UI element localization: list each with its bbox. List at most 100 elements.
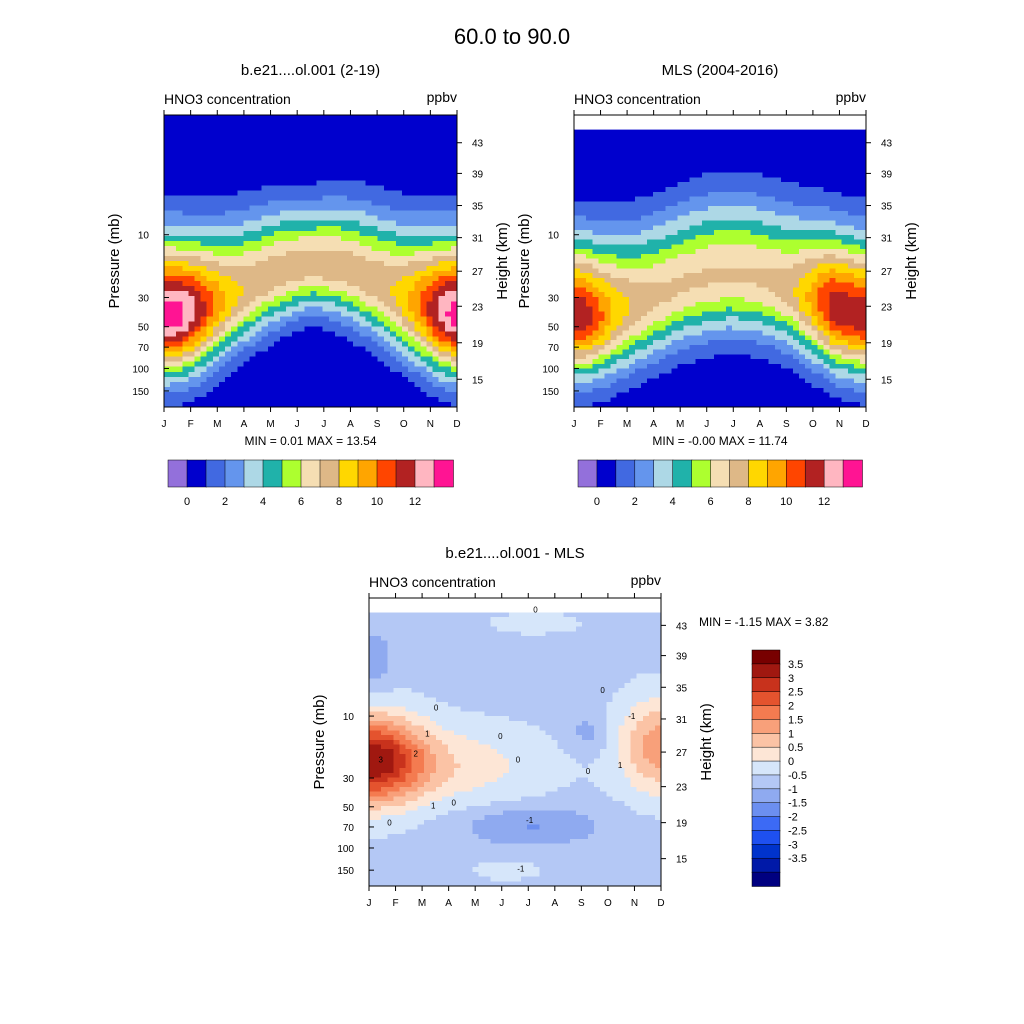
contour-cell [647,225,654,231]
contour-cell [713,239,721,245]
contour-cell [726,268,733,274]
contour-cell [426,401,434,408]
contour-cell [701,201,709,207]
contour-cell [279,125,287,131]
contour-cell [628,316,636,322]
contour-cell [243,185,251,192]
contour-cell [713,153,721,159]
contour-cell [231,311,238,317]
contour-cell [194,180,202,187]
height-tick-label: 19 [472,339,484,350]
contour-cell [610,139,618,145]
contour-cell [853,297,861,303]
contour-cell [835,134,843,140]
contour-cell [713,182,721,188]
contour-cell [574,182,581,188]
contour-cell [450,145,458,151]
contour-cell [829,253,837,260]
contour-cell [273,311,281,317]
contour-cell [328,190,336,197]
contour-cell [598,167,606,174]
contour-cell [774,234,782,241]
contour-cell [182,170,190,177]
contour-cell [310,220,318,227]
contour-cell [592,292,599,298]
contour-cell [231,210,238,217]
contour-cell [389,180,397,187]
contour-cell [212,210,220,217]
contour-cell [212,366,220,373]
contour-cell [402,230,409,237]
contour-cell [261,391,269,398]
variable-label: HNO3 concentration [164,91,291,107]
contour-cell [249,215,257,222]
contour-cell [292,281,299,287]
contour-cell [774,320,782,327]
contour-cell [298,376,305,383]
contour-cell [176,175,183,182]
contour-cell [402,316,409,323]
contour-cell [188,205,196,212]
contour-cell [420,326,428,333]
contour-cell [200,250,208,257]
height-tick-label: 35 [472,202,484,213]
contour-cell [267,266,275,272]
contour-cell [677,244,685,250]
contour-cell [188,115,196,121]
contour-cell [365,230,373,237]
contour-cell [218,266,226,272]
contour-cell [292,301,299,307]
contour-cell [304,286,312,292]
contour-cell [164,326,171,333]
contour-cell [823,263,831,269]
contour-cell [341,376,348,383]
pressure-tick-label: 50 [138,323,150,334]
contour-cell [267,210,275,217]
contour-cell [310,225,318,232]
contour-cell [841,225,849,231]
contour-cell [310,130,318,136]
contour-cell [829,244,837,250]
contour-cell [200,135,208,141]
contour-cell [206,316,214,323]
contour-cell [310,135,318,141]
contour-cell [383,245,391,252]
contour-cell [738,249,745,255]
contour-cell [182,351,190,358]
contour-cell [273,135,281,141]
contour-cell [267,130,275,136]
contour-cell [604,320,612,327]
contour-cell [592,335,599,341]
contour-cell [438,230,446,237]
contour-cell [793,325,800,332]
contour-cell [414,261,421,267]
contour-cell [408,361,415,368]
contour-cell [255,210,263,217]
contour-cell [647,311,654,317]
contour-cell [164,215,171,222]
contour-cell [817,230,825,236]
contour-cell [799,177,806,183]
contour-cell [164,245,171,252]
contour-cell [653,268,660,274]
contour-cell [286,371,293,378]
contour-cell [402,220,409,227]
contour-cell [720,335,727,341]
contour-cell [279,361,287,368]
contour-cell [218,125,226,131]
contour-cell [273,341,281,348]
contour-cell [647,220,654,226]
contour-cell [359,180,367,187]
contour-cell [640,220,648,226]
contour-cell [432,150,440,156]
contour-cell [188,245,196,252]
contour-cell [310,180,318,187]
contour-cell [707,139,715,145]
contour-cell [580,206,587,212]
contour-cell [616,316,624,322]
contour-cell [426,266,434,272]
contour-cell [847,186,855,193]
contour-cell [738,335,745,341]
contour-cell [164,135,171,141]
contour-cell [402,115,409,121]
